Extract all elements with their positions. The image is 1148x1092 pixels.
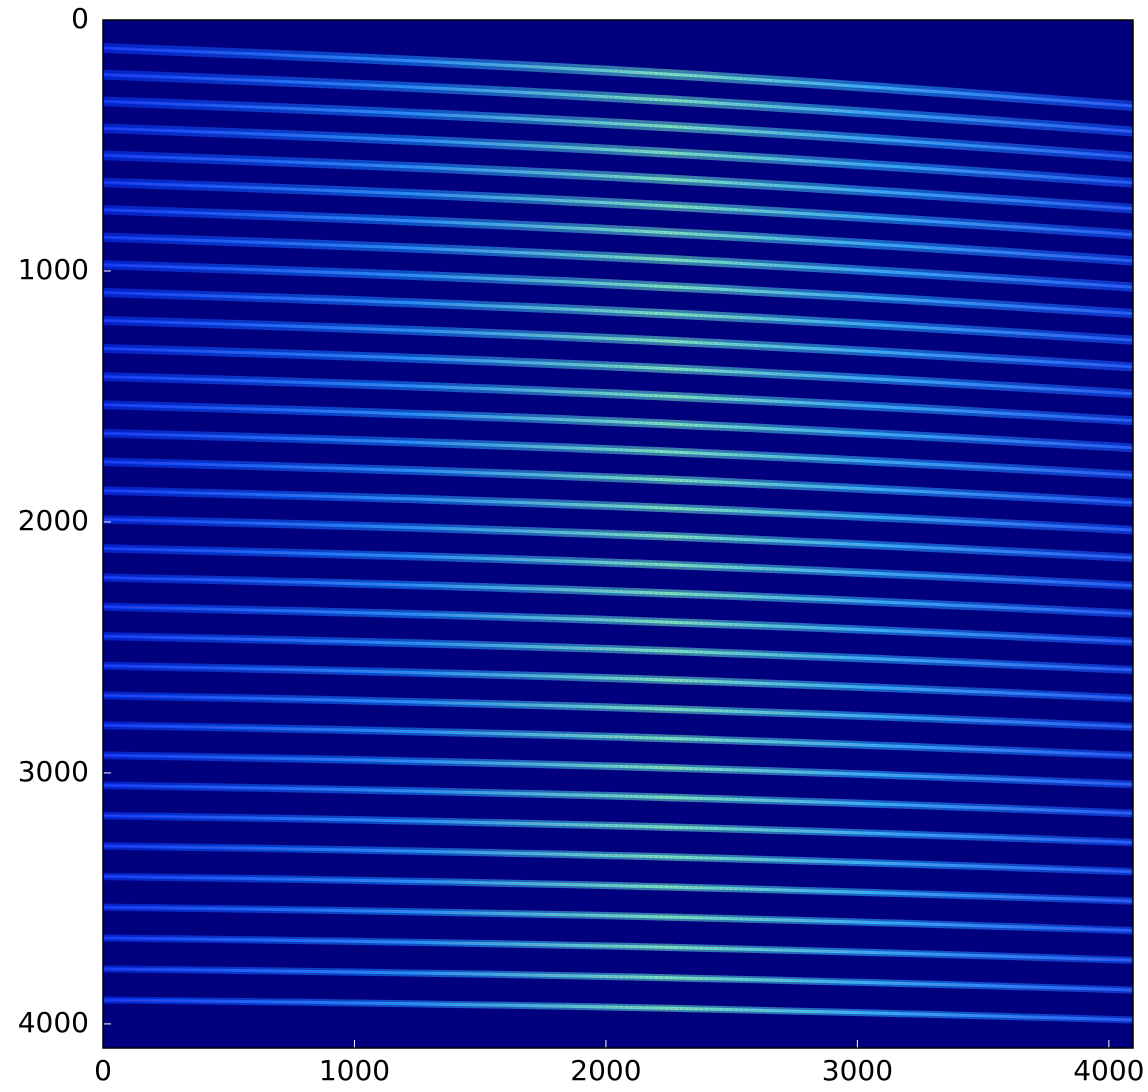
spectral-order-core <box>103 348 1133 395</box>
spectral-order-core <box>103 519 1133 559</box>
spectral-order-core <box>103 376 1133 422</box>
spectral-order-core <box>103 154 1133 210</box>
y-tick-label: 3000 <box>18 755 89 788</box>
x-tick-label: 2000 <box>570 1054 641 1087</box>
spectral-order-core <box>103 461 1133 503</box>
spectral-order-core <box>103 101 1133 158</box>
spectral-order-core <box>103 404 1133 449</box>
y-tick-label: 2000 <box>18 504 89 537</box>
x-tick-label: 1000 <box>319 1054 390 1087</box>
spectral-order-core <box>103 74 1133 132</box>
spectral-order-core <box>103 754 1133 785</box>
spectral-order-core <box>103 292 1133 341</box>
image-area <box>103 20 1133 1048</box>
spectral-order-core <box>103 182 1133 236</box>
spectral-order-core <box>103 490 1133 531</box>
spectral-order-core <box>103 635 1133 671</box>
spectral-order-core <box>103 815 1133 843</box>
spectral-order-core <box>103 264 1133 314</box>
x-tick-label: 4000 <box>1073 1054 1144 1087</box>
spectral-order-core <box>103 968 1133 991</box>
spectral-order-core <box>103 320 1133 368</box>
y-tick-label: 0 <box>71 2 89 35</box>
spectral-order-core <box>103 47 1133 107</box>
plot-frame <box>102 19 1134 1049</box>
spectral-order-core <box>103 784 1133 814</box>
spectral-order-core <box>103 606 1133 643</box>
spectral-order-core <box>103 665 1133 699</box>
y-tick-label: 1000 <box>18 253 89 286</box>
spectral-order-core <box>103 906 1133 931</box>
spectral-order-core <box>103 695 1133 728</box>
spectral-order-core <box>103 548 1133 587</box>
spectral-order-core <box>103 999 1133 1021</box>
spectral-order-core <box>103 845 1133 873</box>
spectral-order-core <box>103 876 1133 902</box>
x-tick-label: 3000 <box>822 1054 893 1087</box>
spectral-order-core <box>103 127 1133 184</box>
spectral-order-core <box>103 724 1133 756</box>
spectral-order-core <box>103 577 1133 614</box>
y-tick-label: 4000 <box>18 1006 89 1039</box>
x-tick-label: 0 <box>94 1054 112 1087</box>
spectral-order-core <box>103 432 1133 476</box>
spectral-order-core <box>103 209 1133 262</box>
spectral-order-core <box>103 236 1133 288</box>
spectral-order-core <box>103 937 1133 961</box>
